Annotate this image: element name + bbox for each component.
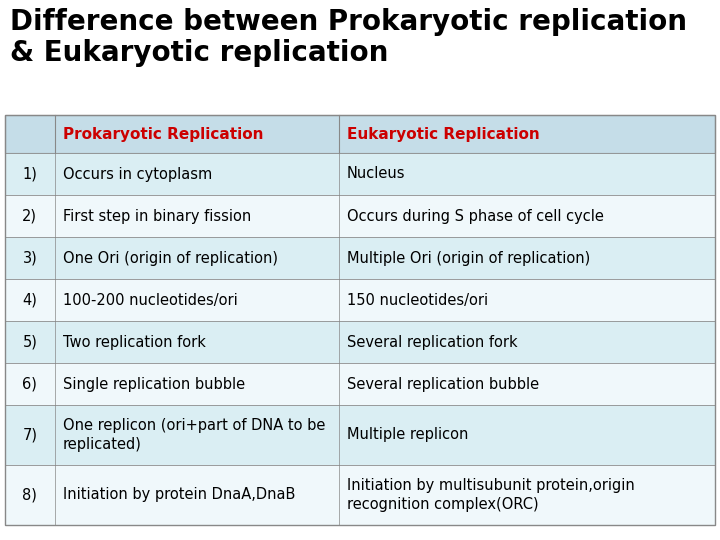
Text: 7): 7) [22, 428, 37, 442]
Bar [5, 405, 715, 465]
Text: 5): 5) [22, 334, 37, 349]
Text: Occurs during S phase of cell cycle: Occurs during S phase of cell cycle [347, 208, 603, 224]
Text: One Ori (origin of replication): One Ori (origin of replication) [63, 251, 278, 266]
Text: Prokaryotic Replication: Prokaryotic Replication [63, 126, 264, 141]
Text: 150 nucleotides/ori: 150 nucleotides/ori [347, 293, 488, 307]
Bar [5, 115, 715, 525]
Text: First step in binary fission: First step in binary fission [63, 208, 251, 224]
Text: 100-200 nucleotides/ori: 100-200 nucleotides/ori [63, 293, 238, 307]
Text: Two replication fork: Two replication fork [63, 334, 206, 349]
Text: Difference between Prokaryotic replication
& Eukaryotic replication: Difference between Prokaryotic replicati… [10, 8, 687, 68]
Bar [5, 237, 715, 279]
Text: Initiation by protein DnaA,DnaB: Initiation by protein DnaA,DnaB [63, 488, 295, 503]
Text: Single replication bubble: Single replication bubble [63, 376, 245, 392]
Text: Eukaryotic Replication: Eukaryotic Replication [347, 126, 539, 141]
Text: One replicon (ori+part of DNA to be
replicated): One replicon (ori+part of DNA to be repl… [63, 418, 325, 452]
Text: 6): 6) [22, 376, 37, 392]
Bar [5, 153, 715, 195]
Text: Several replication fork: Several replication fork [347, 334, 518, 349]
Text: 1): 1) [22, 166, 37, 181]
Bar [5, 363, 715, 405]
Bar [5, 321, 715, 363]
Text: Occurs in cytoplasm: Occurs in cytoplasm [63, 166, 212, 181]
Text: 2): 2) [22, 208, 37, 224]
Bar [5, 465, 715, 525]
Text: Multiple replicon: Multiple replicon [347, 428, 468, 442]
Text: 4): 4) [22, 293, 37, 307]
Text: Nucleus: Nucleus [347, 166, 405, 181]
Bar [5, 195, 715, 237]
Bar [5, 279, 715, 321]
Text: 3): 3) [22, 251, 37, 266]
Text: Several replication bubble: Several replication bubble [347, 376, 539, 392]
Text: Initiation by multisubunit protein,origin
recognition complex(ORC): Initiation by multisubunit protein,origi… [347, 478, 634, 512]
Bar [5, 115, 715, 153]
Text: 8): 8) [22, 488, 37, 503]
Text: Multiple Ori (origin of replication): Multiple Ori (origin of replication) [347, 251, 590, 266]
